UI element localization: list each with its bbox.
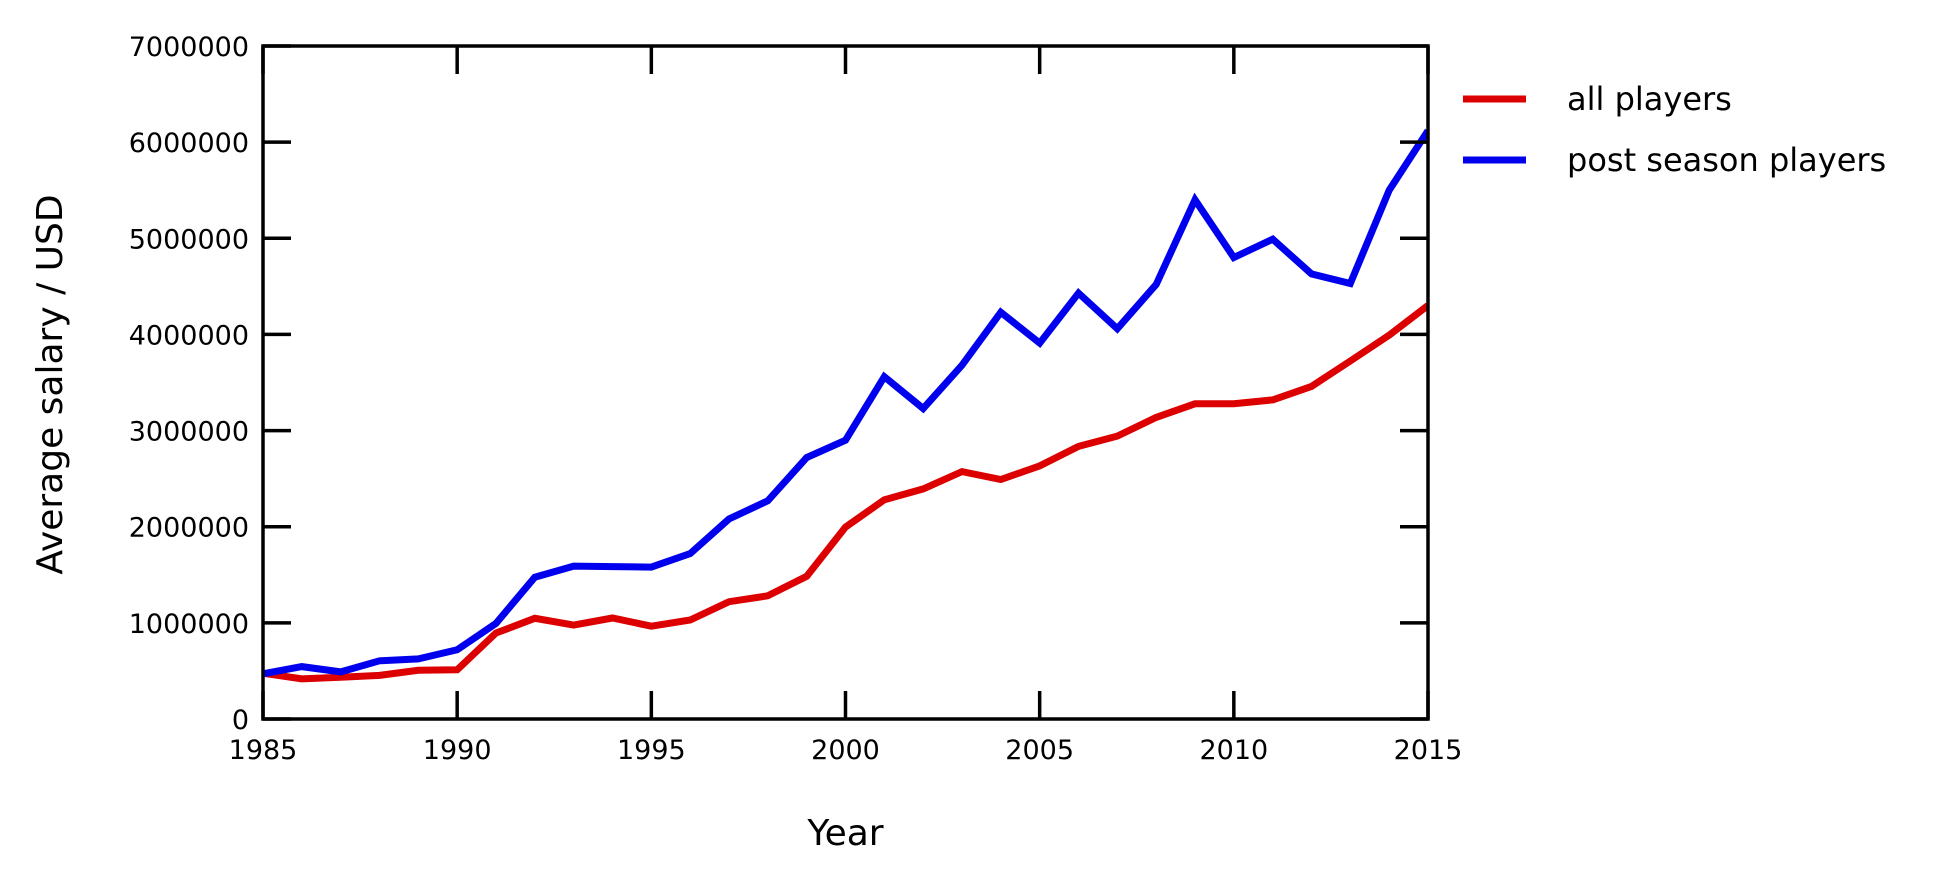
x-axis-title: Year xyxy=(806,813,883,854)
y-tick-label: 6000000 xyxy=(129,128,249,159)
x-tick-label: 1990 xyxy=(423,735,492,766)
series-layer xyxy=(263,128,1428,683)
y-tick-label: 0 xyxy=(232,705,249,736)
series-line-1 xyxy=(263,302,1428,683)
y-tick-label: 7000000 xyxy=(129,32,249,63)
legend-label-1: all players xyxy=(1567,80,1732,118)
x-tick-label: 1995 xyxy=(617,735,686,766)
x-tick-label: 1985 xyxy=(229,735,298,766)
axes-layer: 1985 1990 1995 2000 2005 2010 2015 0 1000000 2000… xyxy=(129,32,1463,766)
y-tick-label: 1000000 xyxy=(129,609,249,640)
series-line-2 xyxy=(263,128,1428,678)
x-tick-label: 2015 xyxy=(1394,735,1463,766)
legend: all players post season players xyxy=(1463,80,1886,179)
y-tick-label: 4000000 xyxy=(129,320,249,351)
x-tick-label: 2005 xyxy=(1005,735,1074,766)
y-tick-label: 5000000 xyxy=(129,224,249,255)
x-tick-label: 2000 xyxy=(811,735,880,766)
legend-label-2: post season players xyxy=(1567,141,1886,179)
y-tick-label: 2000000 xyxy=(129,513,249,544)
plot-frame xyxy=(261,44,1430,721)
x-tick-label: 2010 xyxy=(1199,735,1268,766)
y-tick-label: 3000000 xyxy=(129,417,249,448)
y-axis-title: Average salary / USD xyxy=(30,194,71,574)
